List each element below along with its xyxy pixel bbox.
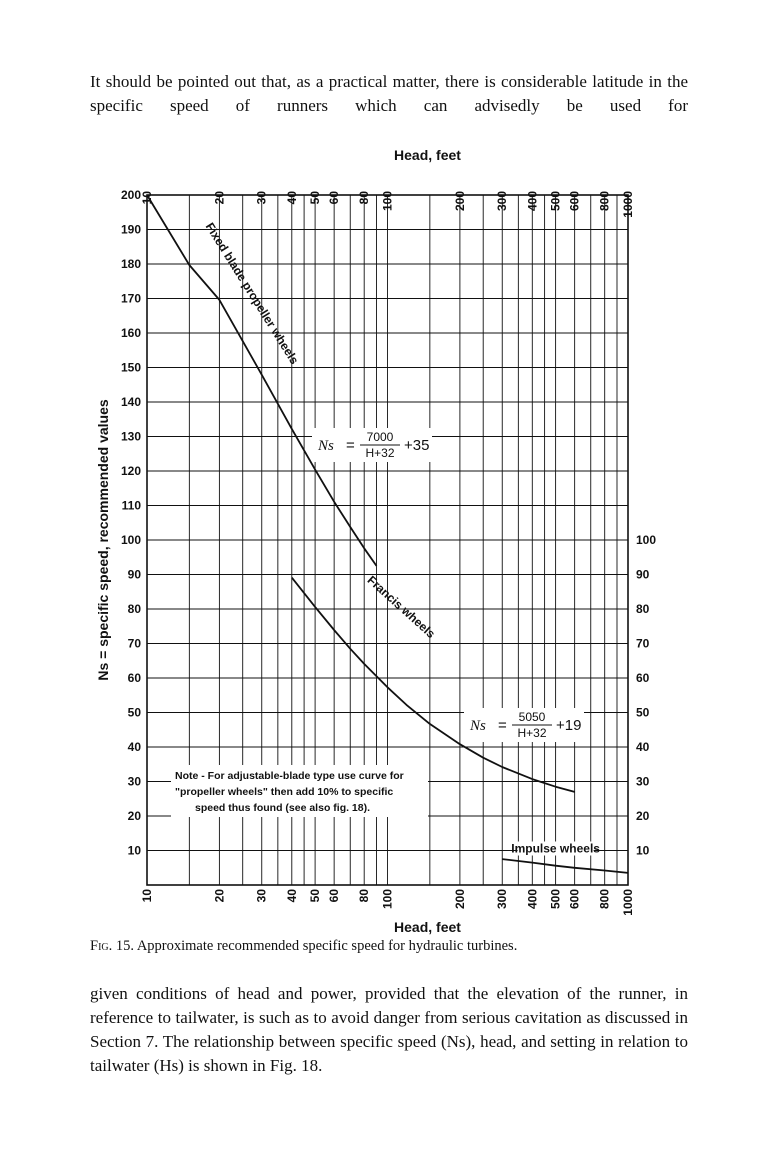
y-tick-label-left: 70 [128,637,142,651]
paragraph-bottom: given conditions of head and power, prov… [90,984,688,1075]
y-tick-label-right: 50 [636,706,650,720]
impulse-curve-label: Impulse wheels [511,842,600,856]
x-tick-label-top: 30 [255,191,269,205]
x-tick-label-bottom: 600 [568,889,582,909]
y-tick-label-right: 60 [636,671,650,685]
x-tick-label-top: 80 [357,191,371,205]
figure-caption-text: Approximate recommended specific speed f… [136,938,518,954]
y-tick-label-right: 20 [636,809,650,823]
y-tick-label-right: 80 [636,602,650,616]
y-tick-label-left: 100 [121,533,141,547]
y-tick-label-left: 50 [128,706,142,720]
y-tick-label-left: 150 [121,361,141,375]
specific-speed-chart: 1010202030304040505060608080100100200200… [95,147,656,935]
x-tick-label-bottom: 20 [212,889,226,903]
formula-constant: +35 [404,437,429,454]
y-tick-label-left: 200 [121,188,141,202]
x-tick-label-top: 100 [381,191,395,211]
formula-denominator: H+32 [365,446,394,460]
y-tick-label-left: 140 [121,395,141,409]
chart-ticks: 1010202030304040505060608080100100200200… [121,188,656,916]
chart-note: Note - For adjustable-blade type use cur… [171,765,428,817]
y-tick-label-left: 60 [128,671,142,685]
chart-labels: Head, feet Head, feet Ns = specific speed,… [95,147,600,935]
y-tick-label-right: 10 [636,844,650,858]
x-tick-label-bottom: 50 [308,889,322,903]
x-tick-label-bottom: 40 [285,889,299,903]
impulse-label-bg [517,841,594,856]
x-tick-label-bottom: 500 [549,889,563,909]
x-tick-label-top: 600 [568,191,582,211]
x-tick-label-bottom: 10 [140,889,154,903]
y-axis-title: Ns = specific speed, recommended values [95,399,111,681]
x-tick-label-top: 10 [140,191,154,205]
formula-constant: +19 [556,717,581,734]
chart-curves [146,194,629,874]
y-tick-label-left: 170 [121,292,141,306]
propeller-curve-label: Fixed blade propeller wheels [203,220,302,367]
y-tick-label-right: 90 [636,568,650,582]
x-tick-label-bottom: 400 [525,889,539,909]
x-tick-label-bottom: 800 [598,889,612,909]
formula-numerator: 5050 [519,710,546,724]
x-tick-label-top: 300 [495,191,509,211]
x-tick-label-top: 500 [549,191,563,211]
figure-label: Fig. 15. [90,938,134,954]
y-tick-label-left: 130 [121,430,141,444]
y-tick-label-left: 10 [128,844,142,858]
y-tick-label-left: 30 [128,775,142,789]
series-line-2 [291,577,575,793]
francis-curve-label: Francis wheels [365,573,439,641]
y-tick-label-left: 160 [121,326,141,340]
x-tick-label-bottom: 60 [327,889,341,903]
y-tick-label-left: 190 [121,223,141,237]
paragraph-top: It should be pointed out that, as a prac… [90,72,688,115]
note-line: speed thus found (see also fig. 18). [195,802,370,814]
x-tick-label-bottom: 80 [357,889,371,903]
y-tick-label-left: 110 [122,499,142,513]
formula-lhs: Ns [469,718,486,734]
x-tick-label-top: 40 [285,191,299,205]
y-tick-label-right: 100 [636,533,656,547]
figure-caption: Fig. 15. Approximate recommended specifi… [90,938,690,955]
formula-equals: = [346,437,355,454]
x-tick-label-top: 800 [598,191,612,211]
x-tick-label-bottom: 200 [453,889,467,909]
x-tick-label-bottom: 100 [381,889,395,909]
y-tick-label-right: 70 [636,637,650,651]
note-line: Note - For adjustable-blade type use cur… [175,770,404,782]
y-tick-label-left: 20 [128,809,142,823]
x-tick-label-top: 60 [327,191,341,205]
y-tick-label-left: 120 [121,464,141,478]
y-tick-label-right: 30 [636,775,650,789]
x-axis-title-bottom: Head, feet [394,919,461,935]
x-tick-label-bottom: 300 [495,889,509,909]
x-tick-label-top: 200 [453,191,467,211]
note-line: "propeller wheels" then add 10% to speci… [175,786,393,798]
x-tick-label-bottom: 30 [255,889,269,903]
x-axis-title-top: Head, feet [394,147,461,163]
formula-equals: = [498,717,507,734]
x-tick-label-top: 1000 [621,191,635,218]
y-tick-label-left: 80 [128,602,142,616]
note-bg [171,765,428,817]
x-tick-label-top: 50 [308,191,322,205]
series-line-3 [502,858,629,874]
x-tick-label-top: 400 [525,191,539,211]
formula-denominator: H+32 [517,726,546,740]
y-tick-label-left: 180 [121,257,141,271]
x-tick-label-top: 20 [212,191,226,205]
y-tick-label-left: 40 [128,740,142,754]
y-tick-label-left: 90 [128,568,142,582]
series-line-1 [146,194,378,567]
formula-lhs: Ns [317,438,334,454]
formula-numerator: 7000 [367,430,394,444]
propeller-formula: Ns = 7000 H+32 +35 [312,428,432,462]
x-tick-label-bottom: 1000 [621,889,635,916]
y-tick-label-right: 40 [636,740,650,754]
francis-formula: Ns = 5050 H+32 +19 [464,708,584,742]
